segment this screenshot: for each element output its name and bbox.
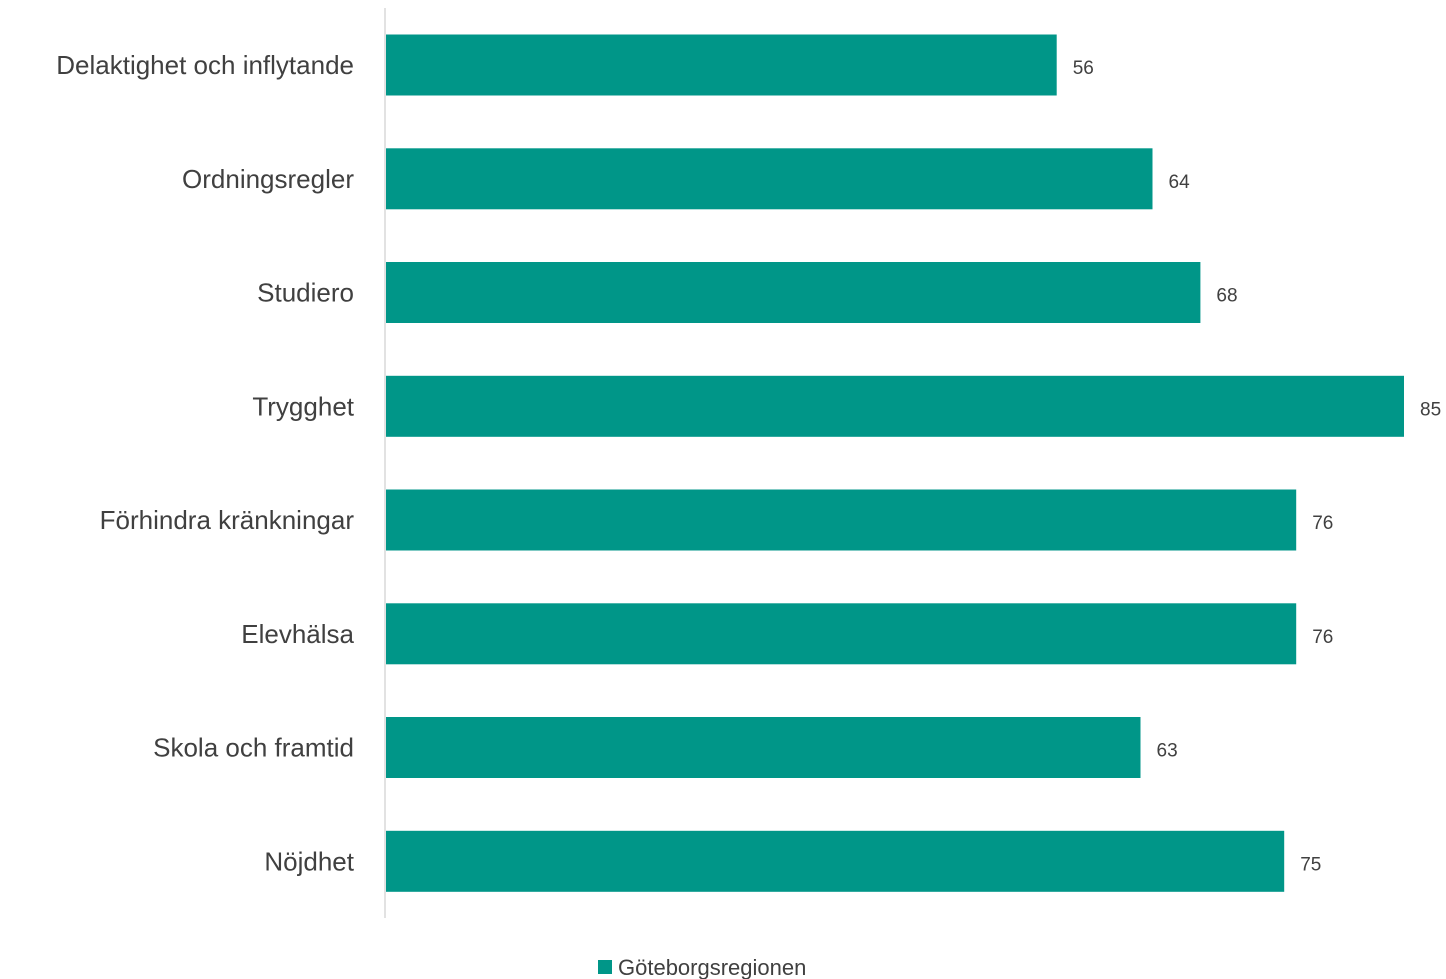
value-label-6: 76	[1312, 627, 1333, 648]
category-label-4: Trygghet	[252, 391, 354, 421]
value-label-1: 56	[1073, 58, 1094, 79]
value-label-3: 68	[1216, 286, 1237, 307]
category-label-2: Ordningsregler	[182, 164, 354, 194]
value-label-8: 75	[1300, 854, 1321, 875]
labels-layer: 56 Delaktighet och inflytande 64 Ordningsre…	[56, 50, 1441, 876]
category-label-6: Elevhälsa	[241, 619, 354, 649]
bar-1	[386, 34, 1057, 96]
value-label-5: 76	[1312, 513, 1333, 534]
legend-swatch	[598, 960, 612, 974]
category-label-5: Förhindra kränkningar	[100, 505, 355, 535]
category-label-1: Delaktighet och inflytande	[56, 50, 354, 80]
category-label-8: Nöjdhet	[264, 846, 354, 876]
bars-layer	[386, 34, 1404, 892]
bar-6	[386, 603, 1297, 665]
value-label-7: 63	[1157, 741, 1178, 762]
category-label-7: Skola och framtid	[153, 733, 354, 763]
bar-7	[386, 717, 1141, 778]
value-label-2: 64	[1169, 172, 1191, 193]
bar-2	[386, 148, 1153, 210]
bar-8	[386, 830, 1285, 892]
category-label-3: Studiero	[257, 278, 354, 308]
value-label-4: 85	[1420, 399, 1441, 420]
bar-4	[386, 375, 1404, 437]
legend: Göteborgsregionen	[598, 955, 806, 979]
legend-label: Göteborgsregionen	[618, 955, 806, 979]
bar-3	[386, 262, 1201, 323]
bar-5	[386, 489, 1297, 551]
